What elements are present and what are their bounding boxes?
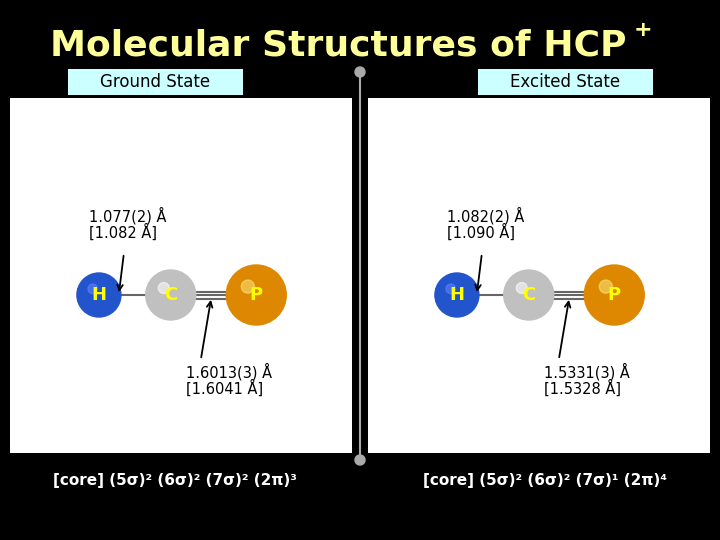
- Circle shape: [145, 270, 196, 320]
- Text: H: H: [91, 286, 107, 304]
- Circle shape: [355, 67, 365, 77]
- Circle shape: [516, 282, 527, 294]
- Text: 1.6013(3) Å: 1.6013(3) Å: [186, 363, 271, 381]
- Text: 1.5331(3) Å: 1.5331(3) Å: [544, 363, 629, 381]
- Text: 1.082(2) Å: 1.082(2) Å: [447, 207, 524, 225]
- Circle shape: [355, 455, 365, 465]
- Circle shape: [435, 273, 479, 317]
- Circle shape: [504, 270, 554, 320]
- Text: P: P: [250, 286, 263, 304]
- Text: [1.090 Å]: [1.090 Å]: [447, 224, 515, 241]
- Text: Ground State: Ground State: [100, 73, 210, 91]
- Circle shape: [584, 265, 644, 325]
- Text: Molecular Structures of HCP: Molecular Structures of HCP: [50, 28, 626, 62]
- Text: [1.6041 Å]: [1.6041 Å]: [186, 380, 263, 397]
- Circle shape: [599, 280, 613, 293]
- Text: C: C: [164, 286, 177, 304]
- Circle shape: [77, 273, 121, 317]
- Text: [core] (5σ)² (6σ)² (7σ)¹ (2π)⁴: [core] (5σ)² (6σ)² (7σ)¹ (2π)⁴: [423, 472, 667, 488]
- Circle shape: [226, 265, 287, 325]
- Text: P: P: [608, 286, 621, 304]
- Circle shape: [241, 280, 254, 293]
- Text: Excited State: Excited State: [510, 73, 620, 91]
- Text: [1.082 Å]: [1.082 Å]: [89, 224, 157, 241]
- FancyBboxPatch shape: [477, 69, 652, 95]
- FancyBboxPatch shape: [68, 69, 243, 95]
- Text: C: C: [522, 286, 536, 304]
- Circle shape: [88, 284, 98, 294]
- Text: H: H: [449, 286, 464, 304]
- Text: 1.077(2) Å: 1.077(2) Å: [89, 207, 166, 225]
- Text: +: +: [634, 20, 652, 40]
- FancyBboxPatch shape: [368, 98, 710, 453]
- Circle shape: [446, 284, 456, 294]
- FancyBboxPatch shape: [10, 98, 352, 453]
- Text: [core] (5σ)² (6σ)² (7σ)² (2π)³: [core] (5σ)² (6σ)² (7σ)² (2π)³: [53, 472, 297, 488]
- Circle shape: [158, 282, 169, 294]
- Text: [1.5328 Å]: [1.5328 Å]: [544, 380, 621, 397]
